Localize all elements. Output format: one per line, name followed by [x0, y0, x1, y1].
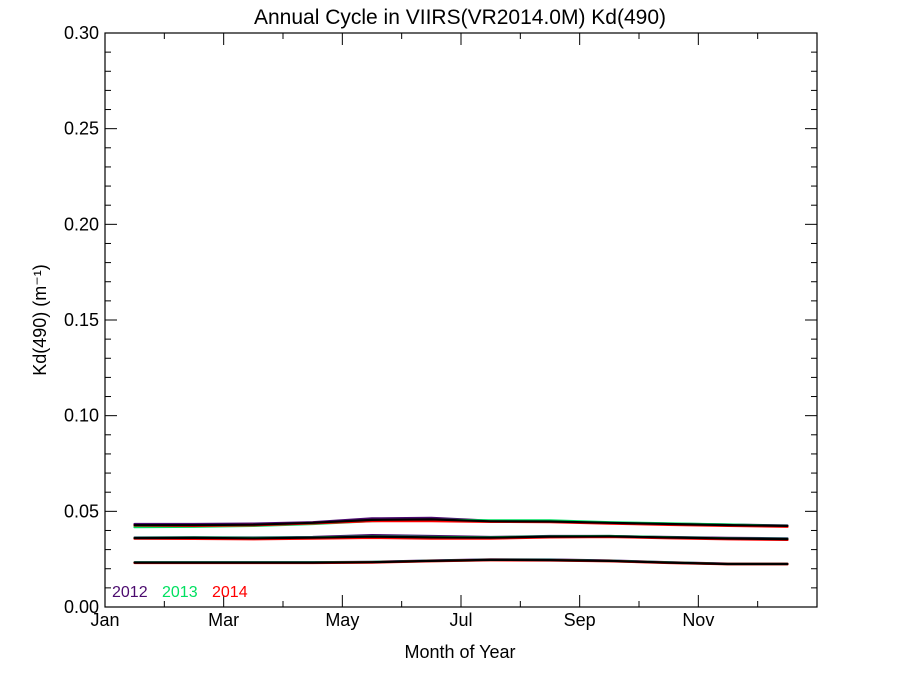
- legend: 2012 2013 2014: [112, 584, 248, 601]
- legend-item-2012: 2012: [112, 584, 148, 601]
- legend-item-2014: 2014: [212, 584, 248, 601]
- y-tick-label: 0.25: [64, 119, 99, 139]
- x-tick-label: Mar: [208, 610, 239, 630]
- series-line-mean-middle: [133, 535, 789, 541]
- y-tick-label: 0.30: [64, 23, 99, 43]
- axis-layer: 0.00 0.05 0.10 0.15 0.20 0.25 0.30 Jan Mar May Jul…: [64, 23, 818, 630]
- x-tick-label: Jul: [449, 610, 472, 630]
- series-line-mean-upper: [133, 518, 789, 527]
- y-tick-label: 0.05: [64, 501, 99, 521]
- series-line-mean-lower: [133, 558, 789, 566]
- x-tick-label: Sep: [564, 610, 596, 630]
- x-tick-label: May: [325, 610, 359, 630]
- legend-item-2013: 2013: [162, 584, 198, 601]
- chart-title: Annual Cycle in VIIRS(VR2014.0M) Kd(490): [254, 6, 666, 29]
- y-tick-label: 0.20: [64, 214, 99, 234]
- y-axis-label: Kd(490) (m⁻¹): [30, 264, 50, 376]
- y-tick-label: 0.00: [64, 597, 99, 617]
- x-axis-label: Month of Year: [404, 642, 515, 662]
- y-tick-label: 0.15: [64, 310, 99, 330]
- x-tick-label: Nov: [682, 610, 714, 630]
- series-layer: [133, 516, 789, 566]
- x-tick-label: Jan: [90, 610, 119, 630]
- y-tick-label: 0.10: [64, 406, 99, 426]
